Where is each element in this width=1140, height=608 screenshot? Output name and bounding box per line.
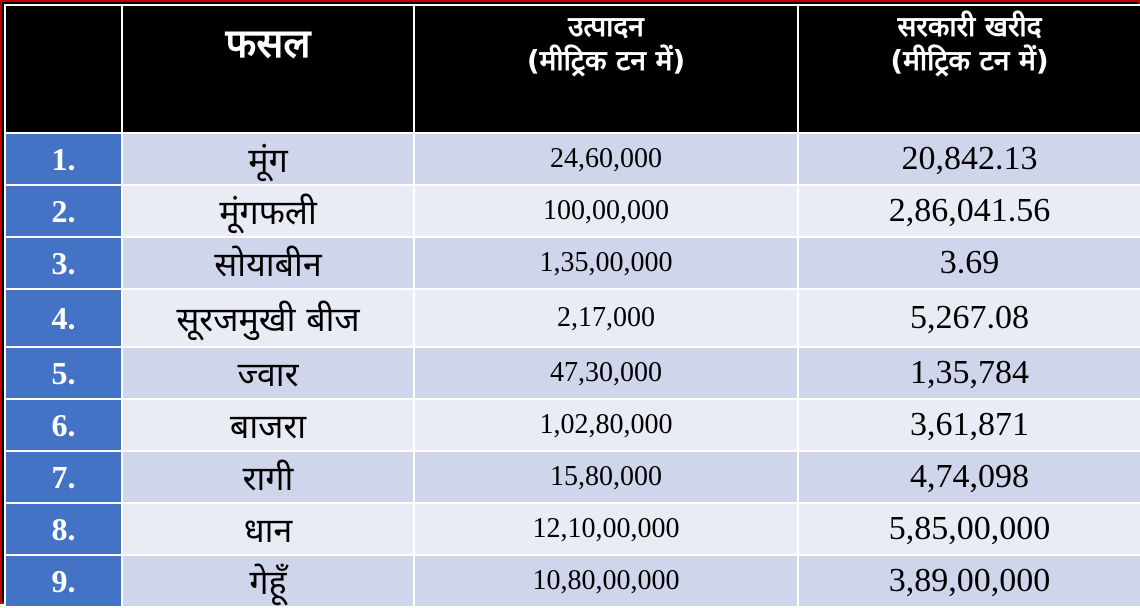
header-row: फसल उत्पादन (मीट्रिक टन में) सरकारी खरीद… — [4, 4, 1140, 134]
procurement-value: 1,35,784 — [797, 346, 1140, 400]
production-value: 1,35,00,000 — [413, 236, 799, 290]
header-procurement-unit: (मीट्रिक टन में) — [890, 44, 1049, 77]
crop-name: रागी — [121, 450, 415, 504]
procurement-value: 2,86,041.56 — [797, 184, 1140, 238]
procurement-value: 5,267.08 — [797, 288, 1140, 348]
row-number: 1. — [4, 132, 123, 186]
table-row: 7. रागी 15,80,000 4,74,098 — [4, 450, 1140, 504]
crop-name: सोयाबीन — [121, 236, 415, 290]
crop-name: सूरजमुखी बीज — [121, 288, 415, 348]
production-value: 1,02,80,000 — [413, 398, 799, 452]
header-production-unit: (मीट्रिक टन में) — [526, 44, 686, 77]
header-procurement-title: सरकारी खरीद — [897, 10, 1042, 43]
crop-name: धान — [121, 502, 415, 556]
production-value: 47,30,000 — [413, 346, 799, 400]
procurement-value: 3,61,871 — [797, 398, 1140, 452]
production-value: 15,80,000 — [413, 450, 799, 504]
table-row: 2. मूंगफली 100,00,000 2,86,041.56 — [4, 184, 1140, 238]
table-row: 1. मूंग 24,60,000 20,842.13 — [4, 132, 1140, 186]
production-value: 100,00,000 — [413, 184, 799, 238]
row-number: 3. — [4, 236, 123, 290]
table-row: 4. सूरजमुखी बीज 2,17,000 5,267.08 — [4, 288, 1140, 348]
table-row: 3. सोयाबीन 1,35,00,000 3.69 — [4, 236, 1140, 290]
table-row: 5. ज्वार 47,30,000 1,35,784 — [4, 346, 1140, 400]
production-value: 12,10,00,000 — [413, 502, 799, 556]
procurement-value: 3.69 — [797, 236, 1140, 290]
row-number: 4. — [4, 288, 123, 348]
row-number: 5. — [4, 346, 123, 400]
table-row: 6. बाजरा 1,02,80,000 3,61,871 — [4, 398, 1140, 452]
crop-procurement-table: फसल उत्पादन (मीट्रिक टन में) सरकारी खरीद… — [4, 4, 1140, 608]
table-row: 8. धान 12,10,00,000 5,85,00,000 — [4, 502, 1140, 556]
row-number: 7. — [4, 450, 123, 504]
procurement-value: 5,85,00,000 — [797, 502, 1140, 556]
production-value: 2,17,000 — [413, 288, 799, 348]
crop-name: ज्वार — [121, 346, 415, 400]
table-row: 9. गेहूँ 10,80,00,000 3,89,00,000 — [4, 554, 1140, 608]
header-procurement: सरकारी खरीद (मीट्रिक टन में) — [797, 4, 1140, 134]
row-number: 6. — [4, 398, 123, 452]
production-value: 10,80,00,000 — [413, 554, 799, 608]
production-value: 24,60,000 — [413, 132, 799, 186]
header-production-title: उत्पादन — [568, 10, 644, 43]
crop-name: मूंगफली — [121, 184, 415, 238]
procurement-value: 3,89,00,000 — [797, 554, 1140, 608]
row-number: 8. — [4, 502, 123, 556]
procurement-value: 20,842.13 — [797, 132, 1140, 186]
header-crop: फसल — [121, 4, 415, 134]
procurement-value: 4,74,098 — [797, 450, 1140, 504]
row-number: 2. — [4, 184, 123, 238]
header-production: उत्पादन (मीट्रिक टन में) — [413, 4, 799, 134]
crop-name: मूंग — [121, 132, 415, 186]
crop-name: गेहूँ — [121, 554, 415, 608]
crop-name: बाजरा — [121, 398, 415, 452]
row-number: 9. — [4, 554, 123, 608]
header-serial — [4, 4, 123, 134]
